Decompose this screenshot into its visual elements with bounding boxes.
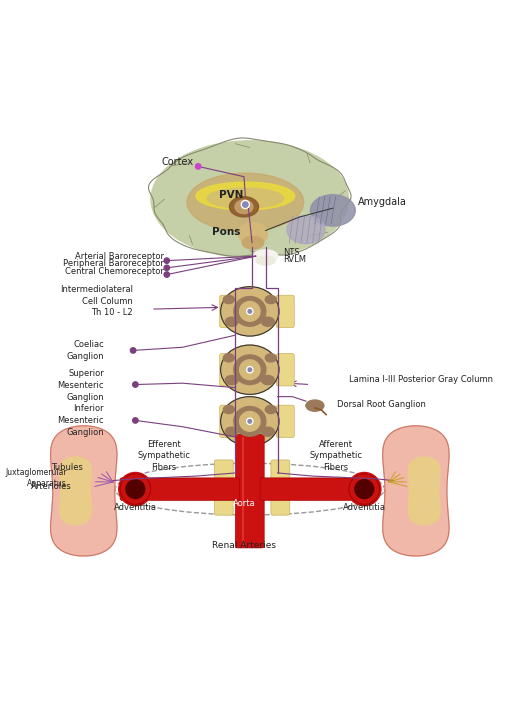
Text: Amygdala: Amygdala	[358, 196, 406, 206]
Text: Aorta: Aorta	[233, 498, 256, 508]
Circle shape	[241, 201, 249, 209]
Ellipse shape	[196, 182, 295, 210]
Ellipse shape	[230, 196, 259, 217]
Ellipse shape	[220, 345, 279, 394]
Ellipse shape	[262, 427, 274, 436]
FancyBboxPatch shape	[220, 405, 238, 437]
FancyBboxPatch shape	[260, 478, 369, 500]
Text: Central Chemoreceptor: Central Chemoreceptor	[65, 267, 164, 275]
Ellipse shape	[265, 295, 276, 303]
Ellipse shape	[242, 237, 264, 249]
Ellipse shape	[310, 195, 355, 226]
Ellipse shape	[265, 405, 276, 414]
Circle shape	[349, 474, 379, 504]
Circle shape	[248, 419, 251, 423]
Text: Afferent
Sympathetic
Fibers: Afferent Sympathetic Fibers	[309, 440, 363, 473]
Text: RVLM: RVLM	[283, 255, 306, 264]
Text: Efferent
Sympathetic
Fibers: Efferent Sympathetic Fibers	[137, 440, 190, 473]
Text: Inferior
Mesenteric
Ganglion: Inferior Mesenteric Ganglion	[57, 404, 104, 437]
Polygon shape	[383, 426, 449, 556]
Circle shape	[164, 265, 170, 270]
Ellipse shape	[287, 216, 325, 244]
Text: Adventitia: Adventitia	[114, 503, 157, 512]
Ellipse shape	[224, 295, 234, 303]
Text: PVN: PVN	[219, 190, 243, 200]
Circle shape	[133, 382, 138, 387]
Text: Tubules: Tubules	[51, 462, 83, 472]
Ellipse shape	[220, 397, 279, 446]
Ellipse shape	[234, 355, 266, 384]
Ellipse shape	[226, 317, 238, 326]
FancyBboxPatch shape	[220, 295, 238, 328]
Text: Lamina I-III Posterior Gray Column: Lamina I-III Posterior Gray Column	[348, 375, 493, 384]
Ellipse shape	[235, 200, 253, 214]
Circle shape	[243, 202, 248, 207]
FancyBboxPatch shape	[276, 405, 294, 437]
Ellipse shape	[238, 222, 268, 245]
Ellipse shape	[240, 412, 260, 431]
Text: Superior
Mesenteric
Ganglion: Superior Mesenteric Ganglion	[57, 369, 104, 402]
Ellipse shape	[234, 407, 266, 436]
FancyBboxPatch shape	[235, 435, 264, 548]
Circle shape	[247, 418, 253, 424]
Ellipse shape	[240, 301, 260, 321]
Circle shape	[131, 348, 136, 353]
Circle shape	[355, 480, 374, 498]
Ellipse shape	[220, 287, 279, 336]
FancyBboxPatch shape	[120, 478, 239, 500]
FancyBboxPatch shape	[276, 353, 294, 386]
FancyBboxPatch shape	[220, 353, 238, 386]
Circle shape	[126, 480, 145, 498]
Text: Dorsal Root Ganglion: Dorsal Root Ganglion	[337, 399, 426, 409]
Ellipse shape	[256, 256, 275, 265]
Text: Pons: Pons	[211, 227, 240, 237]
Circle shape	[120, 474, 151, 504]
Ellipse shape	[262, 376, 274, 384]
Ellipse shape	[265, 353, 276, 362]
Text: Renal Arteries: Renal Arteries	[212, 541, 276, 551]
Ellipse shape	[240, 360, 260, 379]
FancyBboxPatch shape	[214, 460, 233, 515]
Circle shape	[164, 258, 170, 263]
Text: NTS: NTS	[283, 248, 300, 257]
Polygon shape	[51, 426, 117, 556]
Polygon shape	[59, 457, 91, 525]
FancyBboxPatch shape	[271, 460, 290, 515]
Circle shape	[164, 272, 170, 277]
Circle shape	[247, 308, 253, 315]
Circle shape	[248, 310, 251, 313]
Text: Arterial Baroreceptor: Arterial Baroreceptor	[75, 252, 164, 261]
Ellipse shape	[151, 141, 348, 257]
Ellipse shape	[226, 376, 238, 384]
Ellipse shape	[224, 405, 234, 414]
Ellipse shape	[224, 353, 234, 362]
Text: Juxtaglomerular
Apparatus: Juxtaglomerular Apparatus	[5, 467, 67, 488]
Circle shape	[196, 163, 201, 169]
Ellipse shape	[187, 173, 304, 232]
Ellipse shape	[306, 400, 324, 412]
Text: Peripheral Baroreceptor: Peripheral Baroreceptor	[63, 260, 164, 268]
Ellipse shape	[234, 297, 266, 326]
Circle shape	[133, 418, 138, 423]
Text: Adventitia: Adventitia	[343, 503, 386, 512]
Ellipse shape	[226, 427, 238, 436]
FancyBboxPatch shape	[276, 295, 294, 328]
Polygon shape	[408, 457, 440, 525]
Ellipse shape	[262, 317, 274, 326]
Text: Intermediolateral
Cell Column
Th 10 - L2: Intermediolateral Cell Column Th 10 - L2	[60, 285, 133, 318]
Text: Coeliac
Ganglion: Coeliac Ganglion	[67, 340, 104, 361]
Ellipse shape	[253, 250, 278, 262]
Circle shape	[247, 366, 253, 373]
Text: Arterioles: Arterioles	[31, 482, 72, 490]
Circle shape	[248, 368, 251, 371]
Ellipse shape	[207, 188, 283, 209]
Text: Cortex: Cortex	[162, 156, 194, 166]
